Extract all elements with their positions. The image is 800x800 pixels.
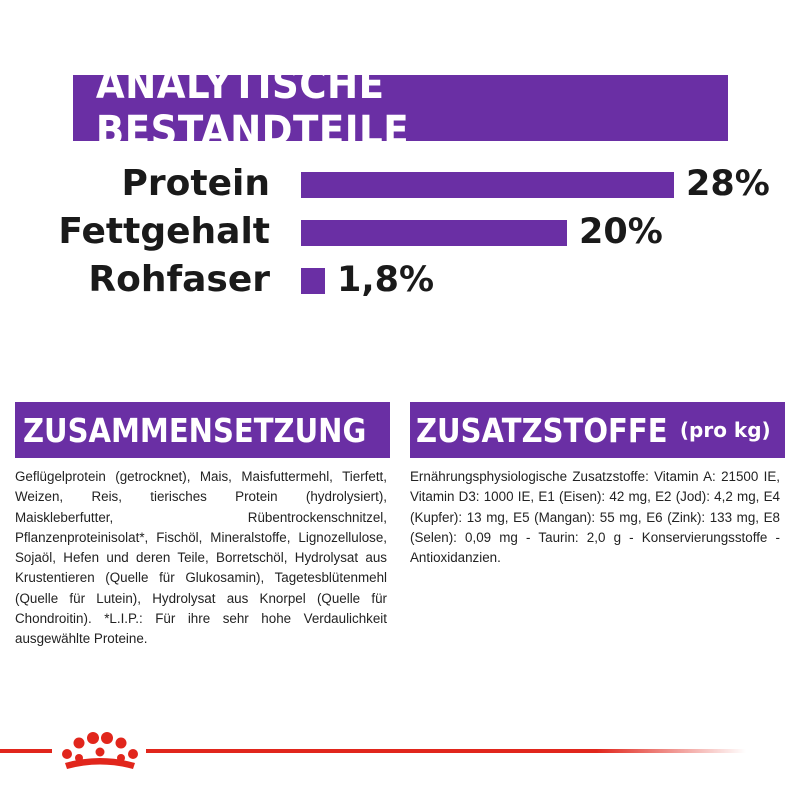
composition-text: Geflügelprotein (getrocknet), Mais, Mais… [15,469,387,647]
additives-subtitle: (pro kg) [679,418,771,442]
bar [301,268,325,294]
analysis-title: ANALYTISCHE BESTANDTEILE [95,62,410,154]
additives-header: ZUSATZSTOFFE (pro kg) [410,402,785,458]
royal-canin-crown-icon [62,732,138,769]
bar-value: 28% [686,164,770,204]
bar [301,220,567,246]
analysis-title-banner: ANALYTISCHE BESTANDTEILE [73,62,728,154]
bar-value: 20% [579,212,663,252]
composition-title: ZUSAMMENSETZUNG [23,410,367,450]
additives-title: ZUSATZSTOFFE [416,410,668,450]
bar-label: Protein [121,163,270,204]
bar-label: Fettgehalt [58,211,270,252]
bar-value: 1,8% [337,260,435,300]
additives-text: Ernährungsphysiologische Zusatzstoffe: V… [410,469,780,566]
footer-line-right [146,749,746,753]
composition-header: ZUSAMMENSETZUNG [15,402,390,458]
bar-label: Rohfaser [88,259,270,300]
footer-line-left [0,749,52,753]
bar [301,172,674,198]
